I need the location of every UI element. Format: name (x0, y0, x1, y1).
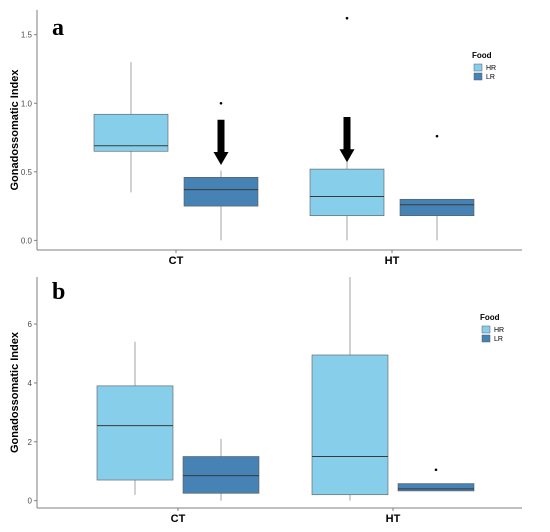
iqr-box (397, 483, 475, 492)
y-axis-label: Gonadossomatic Index (9, 331, 21, 453)
box-LR-HT (399, 134, 475, 241)
y-tick-label: 2 (28, 438, 33, 447)
iqr-box (399, 198, 475, 217)
box-LR-CT (183, 101, 259, 241)
legend-swatch-HR (473, 63, 483, 72)
iqr-box (183, 177, 259, 207)
y-tick-label: 4 (28, 379, 33, 388)
panel-label: a (52, 15, 64, 41)
panel-label: b (52, 279, 65, 305)
legend-label: HR (494, 327, 504, 334)
y-tick-label: 0.5 (21, 168, 33, 177)
box-HR-HT (311, 277, 389, 501)
box-HR-HT (309, 16, 385, 241)
legend-swatch-LR (473, 72, 483, 81)
legend: Food HR LR (472, 51, 496, 81)
legend-label: LR (494, 336, 503, 343)
outlier-point (435, 134, 439, 138)
iqr-box (96, 385, 174, 481)
panel-a: a 0.0 0.5 1.0 1.5 Gonadossomatic Index CT HT Foo… (9, 10, 522, 267)
y-tick-label: 0.0 (21, 236, 33, 245)
down-arrow-annotation (213, 119, 229, 165)
outlier-point (434, 468, 438, 472)
y-tick-label: 1.5 (21, 31, 33, 40)
iqr-box (309, 168, 385, 217)
x-category-label: CT (171, 513, 186, 525)
x-category-label: HT (386, 513, 401, 525)
down-arrow-annotation (339, 116, 355, 163)
x-category-label: HT (385, 255, 400, 267)
x-category-label: CT (169, 255, 184, 267)
y-tick-label: 0 (28, 497, 33, 506)
legend: Food HR LR (480, 313, 504, 343)
legend-title: Food (480, 313, 500, 322)
outlier-point (345, 16, 349, 20)
iqr-box (311, 354, 389, 496)
panel-b: b 0 2 4 6 Gonadossomatic Index CT HT Food HR LR (9, 277, 522, 525)
legend-swatch-LR (481, 334, 491, 343)
box-HR-CT (96, 341, 174, 495)
legend-swatch-HR (481, 325, 491, 334)
y-tick-label: 6 (28, 320, 33, 329)
box-LR-HT (397, 468, 475, 492)
outlier-point (219, 101, 223, 105)
legend-label: LR (486, 74, 495, 81)
legend-title: Food (472, 51, 492, 60)
box-HR-CT (93, 62, 169, 193)
box-LR-CT (182, 438, 260, 501)
legend-label: HR (486, 65, 496, 72)
iqr-box (182, 456, 260, 494)
y-tick-label: 1.0 (21, 99, 33, 108)
y-axis-label: Gonadossomatic Index (9, 69, 21, 191)
iqr-box (93, 113, 169, 152)
